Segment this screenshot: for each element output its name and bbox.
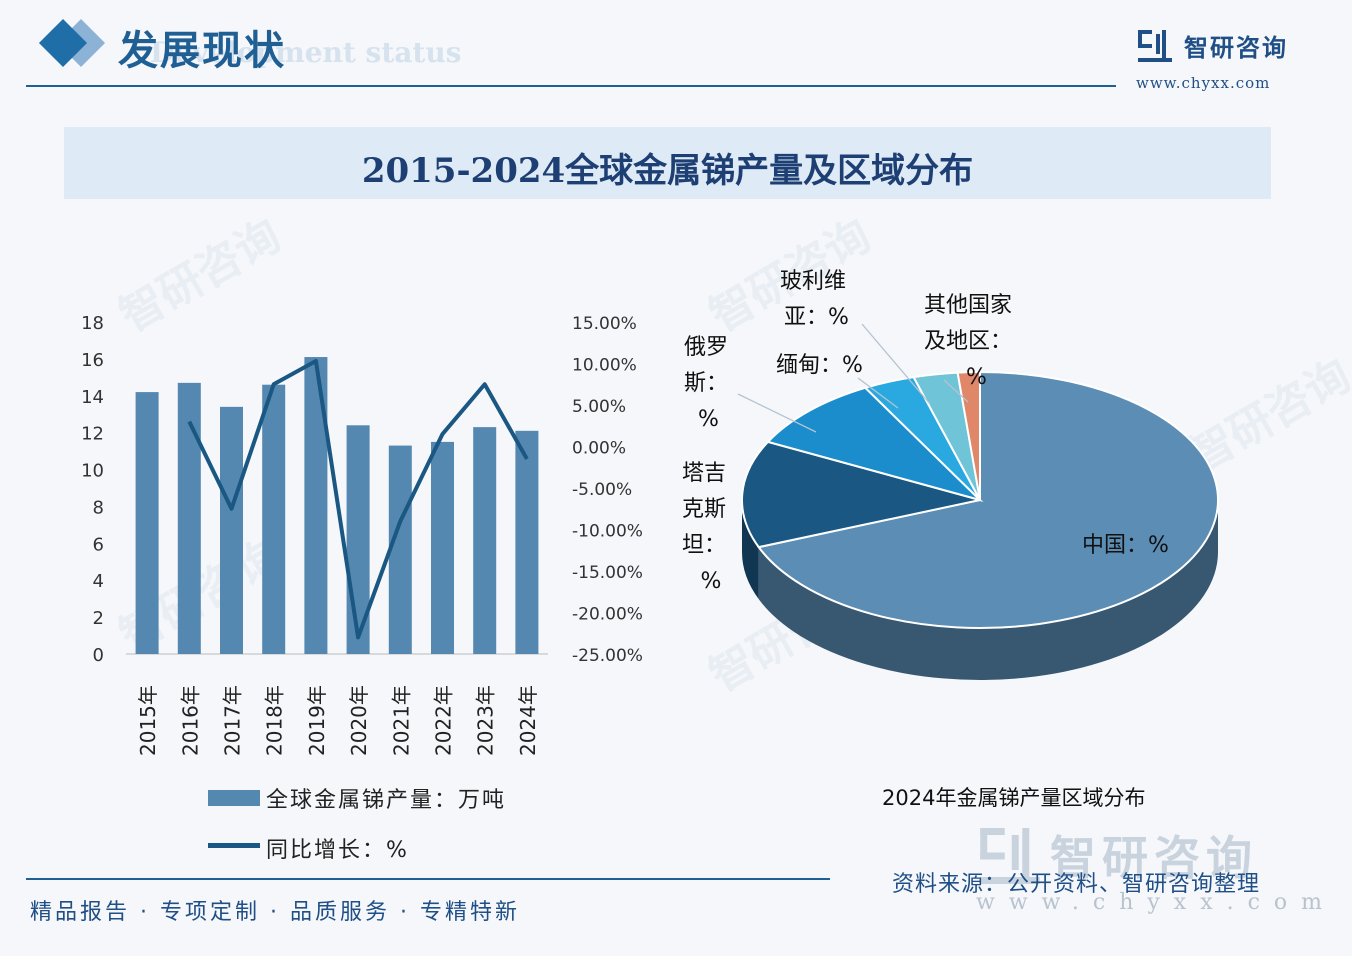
pie-leader-line	[943, 379, 969, 403]
x-tick-label: 2023年	[474, 685, 498, 756]
x-tick-label: 2021年	[389, 685, 413, 756]
pie-slice	[956, 370, 981, 501]
bar	[473, 427, 497, 654]
bar	[177, 382, 201, 654]
footer-divider	[26, 878, 830, 880]
bar	[135, 392, 159, 654]
y-tick-label: 12	[81, 424, 104, 445]
y-tick-label: 4	[93, 571, 104, 592]
legend-bar-swatch	[208, 790, 260, 806]
y-tick-label: 10	[81, 461, 104, 482]
y-tick-label: 2	[93, 608, 104, 629]
header-title: 发展现状	[118, 28, 286, 74]
y-tick-label: 18	[81, 313, 104, 334]
y2-tick-label: -10.00%	[572, 522, 643, 542]
footer-logo-icon	[980, 828, 1040, 884]
growth-line	[187, 359, 529, 640]
x-tick-label: 2020年	[347, 685, 371, 756]
bar	[262, 384, 286, 654]
y-tick-label: 16	[81, 350, 104, 371]
pie-label-russia: 俄罗 斯： %	[684, 335, 729, 432]
pie-side	[758, 500, 1218, 680]
y2-tick-label: 10.00%	[572, 356, 637, 376]
pie-label-other: 其他国家 及地区： %	[924, 293, 1013, 390]
x-tick-label: 2019年	[305, 685, 329, 756]
x-tick-label: 2015年	[136, 685, 160, 756]
x-tick-label: 2017年	[221, 685, 245, 756]
pie-caption: 2024年金属锑产量区域分布	[882, 786, 1146, 810]
chart-title-band: 2015-2024全球金属锑产量及区域分布	[64, 127, 1271, 199]
header-subtitle: Development status	[150, 36, 462, 69]
y2-tick-label: 0.00%	[572, 439, 626, 459]
y2-tick-label: 5.00%	[572, 397, 626, 417]
pie-slice	[766, 386, 984, 502]
y-tick-label: 8	[93, 497, 104, 518]
footer-slogan: 精品报告 · 专项定制 · 品质服务 · 专精特新	[30, 900, 520, 925]
pie-leader-line	[737, 393, 817, 433]
y2-tick-label: -20.00%	[572, 605, 643, 625]
legend-line-label: 同比增长：%	[266, 838, 409, 863]
legend-line-swatch	[208, 843, 260, 848]
pie-leader-line	[857, 377, 899, 409]
brand-logo-icon	[1138, 30, 1172, 62]
y-tick-label: 0	[93, 645, 104, 666]
pie-label-china: 中国：%	[1082, 533, 1169, 558]
bar	[431, 441, 454, 654]
pie-slice	[756, 370, 1219, 629]
chart-title: 2015-2024全球金属锑产量及区域分布	[361, 151, 974, 191]
bar	[388, 445, 412, 654]
x-tick-label: 2024年	[516, 685, 540, 756]
footer-url: www.chyxx.com	[976, 890, 1337, 915]
pie-label-myanmar: 缅甸：%	[776, 353, 863, 378]
footer-source: 资料来源：公开资料、智研咨询整理	[892, 872, 1261, 897]
brand-name: 智研咨询	[1184, 34, 1288, 62]
y2-tick-label: -15.00%	[572, 563, 643, 583]
x-tick-label: 2016年	[178, 685, 202, 756]
x-tick-label: 2018年	[263, 685, 287, 756]
pie-leader-line	[861, 323, 931, 405]
footer-brand-watermark: 智研咨询	[1050, 831, 1258, 885]
brand-url: www.chyxx.com	[1136, 74, 1271, 92]
x-tick-label: 2022年	[432, 685, 456, 756]
y2-tick-label: 15.00%	[572, 314, 637, 334]
y2-tick-label: -25.00%	[572, 646, 643, 666]
bar	[304, 357, 328, 654]
bar	[515, 430, 539, 654]
pie-label-bolivia: 玻利维 亚：%	[780, 269, 849, 330]
bar	[220, 406, 243, 654]
y-tick-label: 6	[93, 534, 104, 555]
legend-bar-label: 全球金属锑产量：万吨	[266, 788, 507, 813]
header-divider	[26, 85, 1116, 87]
pie-label-tajikistan: 塔吉 克斯 坦： %	[681, 461, 726, 594]
y-tick-label: 14	[81, 387, 104, 408]
y2-tick-label: -5.00%	[572, 480, 632, 500]
pie-slice	[741, 440, 981, 549]
